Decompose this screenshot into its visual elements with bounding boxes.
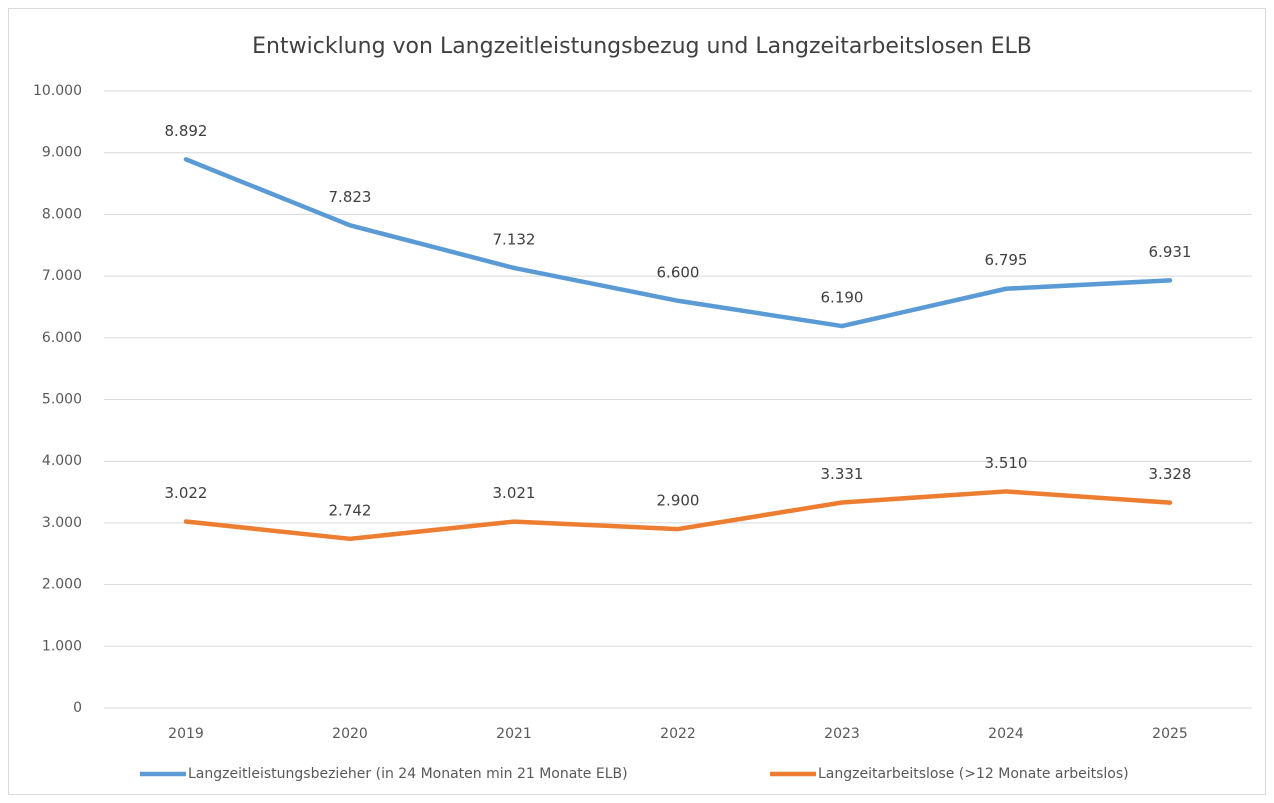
data-label: 3.021: [493, 484, 536, 502]
y-tick-label: 2.000: [42, 577, 82, 593]
series-line: [183, 489, 1173, 542]
y-tick-label: 5.000: [42, 392, 82, 408]
data-label: 2.900: [657, 492, 700, 510]
x-tick-label: 2022: [660, 726, 696, 742]
x-tick-label: 2019: [168, 726, 204, 742]
x-tick-label: 2020: [332, 726, 368, 742]
data-label: 2.742: [329, 501, 372, 519]
data-label: 3.022: [165, 484, 208, 502]
y-tick-label: 8.000: [42, 206, 82, 222]
y-tick-label: 4.000: [42, 453, 82, 469]
x-tick-label: 2025: [1152, 726, 1188, 742]
y-tick-label: 1.000: [42, 638, 82, 654]
x-tick-label: 2023: [824, 726, 860, 742]
y-tick-label: 7.000: [42, 268, 82, 284]
y-tick-label: 3.000: [42, 515, 82, 531]
data-label: 3.510: [985, 454, 1028, 472]
y-tick-label: 0: [73, 700, 82, 716]
y-tick-label: 9.000: [42, 145, 82, 161]
data-label: 6.795: [985, 251, 1028, 269]
data-label: 7.823: [329, 188, 372, 206]
legend-label: Langzeitleistungsbezieher (in 24 Monaten…: [188, 766, 628, 782]
data-label: 6.600: [657, 263, 700, 281]
data-label: 6.931: [1149, 243, 1192, 261]
chart-frame: [8, 8, 1266, 795]
x-tick-label: 2024: [988, 726, 1024, 742]
data-label: 3.328: [1149, 465, 1192, 483]
y-tick-label: 10.000: [33, 83, 82, 99]
data-label: 7.132: [493, 230, 536, 248]
legend-label: Langzeitarbeitslose (>12 Monate arbeitsl…: [818, 766, 1129, 782]
y-tick-label: 6.000: [42, 330, 82, 346]
data-label: 6.190: [821, 289, 864, 307]
data-label: 8.892: [165, 122, 208, 140]
chart-title: Entwicklung von Langzeitleistungsbezug u…: [252, 34, 1032, 59]
series-line: [183, 157, 1173, 329]
x-tick-label: 2021: [496, 726, 532, 742]
data-label: 3.331: [821, 465, 864, 483]
